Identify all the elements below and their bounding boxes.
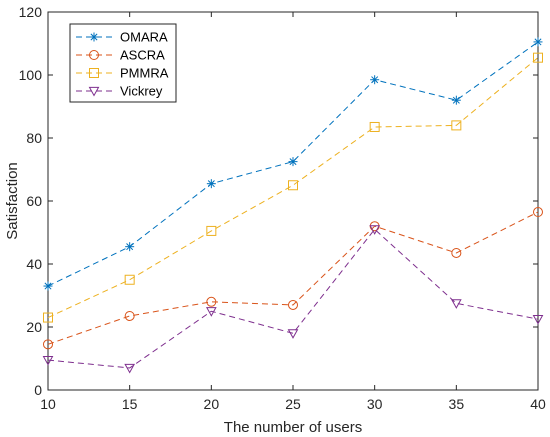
legend-label-vickrey: Vickrey bbox=[120, 84, 163, 99]
data-point-pmmra bbox=[288, 180, 298, 191]
series-line-ascra bbox=[47, 211, 539, 345]
series-line-vickrey bbox=[47, 228, 539, 369]
x-tick-label: 40 bbox=[530, 396, 546, 412]
data-point-pmmra bbox=[43, 312, 53, 323]
y-tick-label: 60 bbox=[26, 193, 42, 209]
data-point-omara bbox=[288, 157, 298, 167]
x-tick-label: 25 bbox=[285, 396, 301, 412]
x-tick-label: 20 bbox=[204, 396, 220, 412]
data-point-ascra bbox=[124, 310, 135, 321]
data-point-pmmra bbox=[533, 52, 543, 63]
x-tick-label: 35 bbox=[449, 396, 465, 412]
data-point-omara bbox=[533, 37, 543, 47]
data-point-pmmra bbox=[124, 274, 135, 285]
axis-ticks: 10 15 20 25 30 35 40 0 20 40 60 80 100 120 bbox=[19, 4, 546, 412]
data-point-ascra bbox=[43, 339, 53, 350]
x-tick-label: 15 bbox=[122, 396, 138, 412]
y-tick-label: 120 bbox=[19, 4, 43, 20]
data-point-omara bbox=[206, 179, 216, 189]
data-point-omara bbox=[370, 75, 380, 85]
y-axis-label: Satisfaction bbox=[4, 162, 21, 240]
y-tick-label: 0 bbox=[34, 382, 42, 398]
data-point-ascra bbox=[533, 207, 543, 218]
y-tick-label: 100 bbox=[19, 67, 43, 83]
legend-marker-pmmra bbox=[89, 68, 99, 78]
legend-marker-vickrey bbox=[88, 86, 100, 97]
x-tick-label: 30 bbox=[367, 396, 383, 412]
data-point-vickrey bbox=[532, 315, 544, 325]
y-tick-label: 40 bbox=[26, 256, 42, 272]
data-point-vickrey bbox=[287, 329, 299, 339]
data-point-omara bbox=[125, 242, 135, 252]
data-point-ascra bbox=[451, 247, 462, 258]
y-tick-label: 20 bbox=[26, 319, 42, 335]
legend-marker-omara bbox=[89, 32, 99, 42]
data-point-pmmra bbox=[451, 120, 462, 131]
data-point-pmmra bbox=[206, 225, 217, 236]
data-point-ascra bbox=[206, 296, 217, 307]
data-point-vickrey bbox=[124, 363, 136, 374]
x-axis-label: The number of users bbox=[224, 419, 362, 436]
data-point-vickrey bbox=[450, 299, 462, 309]
legend: OMARA ASCRA PMMRA Vickrey bbox=[69, 23, 177, 103]
legend-label-ascra: ASCRA bbox=[120, 48, 165, 63]
data-point-vickrey bbox=[369, 225, 381, 235]
data-point-pmmra bbox=[369, 121, 380, 132]
data-point-omara bbox=[451, 95, 461, 105]
y-tick-label: 80 bbox=[26, 130, 42, 146]
legend-marker-ascra bbox=[89, 50, 99, 60]
data-point-vickrey bbox=[42, 355, 54, 366]
series-markers bbox=[42, 37, 544, 374]
legend-label-pmmra: PMMRA bbox=[120, 66, 169, 81]
x-tick-label: 10 bbox=[40, 396, 56, 412]
data-point-vickrey bbox=[205, 307, 217, 317]
legend-label-omara: OMARA bbox=[120, 30, 168, 45]
data-point-ascra bbox=[288, 299, 298, 310]
data-point-omara bbox=[43, 281, 53, 291]
series-line-pmmra bbox=[47, 57, 539, 319]
